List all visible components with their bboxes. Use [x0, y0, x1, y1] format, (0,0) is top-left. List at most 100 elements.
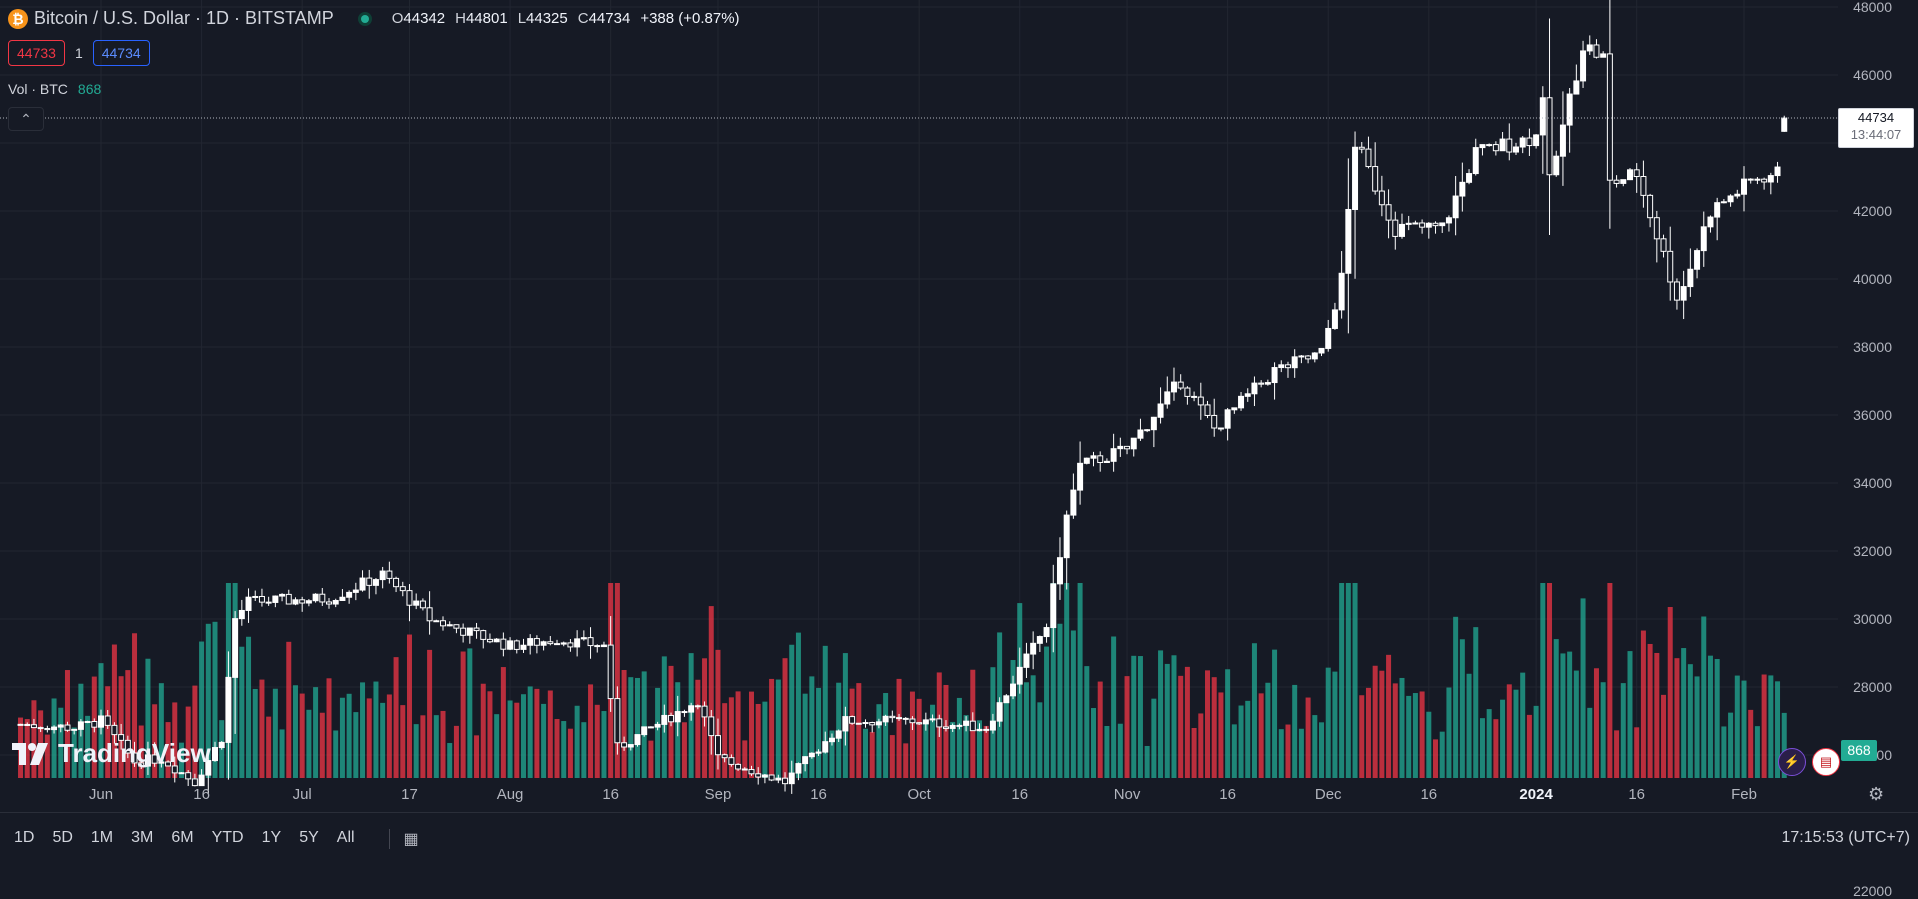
last-price-value: 44734	[1857, 110, 1895, 125]
volume-bar	[534, 688, 540, 778]
volume-bar	[1600, 682, 1606, 778]
range-6m[interactable]: 6M	[171, 829, 194, 846]
volume-bar	[1372, 665, 1378, 778]
volume-bar	[1607, 583, 1613, 778]
candle-body	[1445, 217, 1452, 224]
candle-body	[245, 596, 252, 611]
candle-body	[983, 728, 990, 731]
candle-body	[1566, 93, 1573, 126]
candle-body	[138, 762, 145, 767]
sell-price-button[interactable]: 44733	[8, 40, 65, 66]
candle-body	[98, 715, 104, 728]
symbol-title[interactable]: Bitcoin / U.S. Dollar · 1D · BITSTAMP	[34, 8, 334, 28]
time-tick-label: 16	[602, 786, 619, 803]
volume-legend[interactable]: Vol · BTC 868	[8, 81, 101, 97]
candle-body	[426, 607, 433, 622]
range-all[interactable]: All	[336, 829, 355, 846]
range-5d[interactable]: 5D	[52, 829, 73, 846]
volume-bar	[1265, 682, 1271, 778]
candle-body	[178, 772, 185, 775]
candle-body	[1466, 173, 1473, 183]
candle-body	[1224, 409, 1231, 429]
range-1m[interactable]: 1M	[90, 829, 114, 846]
volume-bar	[279, 729, 285, 778]
candle-body	[1526, 137, 1533, 147]
volume-bar	[742, 740, 748, 778]
time-tick-label: Sep	[704, 786, 732, 803]
candle-body	[567, 642, 574, 648]
volume-bar	[205, 623, 211, 778]
volume-bar	[708, 606, 714, 778]
candle-body	[440, 620, 447, 627]
volume-bar	[896, 678, 902, 778]
candle-body	[1103, 460, 1110, 464]
candle-body	[292, 599, 299, 605]
volume-bar	[977, 720, 983, 778]
candle-body	[647, 726, 654, 729]
time-tick-label: 17	[401, 786, 418, 803]
range-3m[interactable]: 3M	[131, 829, 154, 846]
candle-body	[1573, 80, 1580, 95]
volume-bar	[1647, 643, 1653, 778]
candle-body	[1499, 138, 1506, 152]
candle-body	[111, 724, 118, 736]
candle-body	[1700, 226, 1707, 252]
volume-bar	[1479, 718, 1485, 778]
range-5y[interactable]: 5Y	[299, 829, 319, 846]
candle-body	[185, 772, 192, 780]
candle-body	[1191, 395, 1198, 398]
volume-bar	[1768, 675, 1774, 778]
volume-bar	[1661, 694, 1667, 778]
candle-body	[1506, 138, 1513, 153]
us-flag-icon[interactable]: ▤	[1812, 748, 1840, 776]
candle-body	[701, 705, 708, 718]
candle-body	[486, 638, 493, 643]
volume-bar	[862, 728, 868, 778]
candle-body	[1419, 222, 1426, 228]
price-tick-label: 42000	[1853, 202, 1892, 219]
bolt-icon[interactable]: ⚡	[1778, 748, 1806, 776]
buy-price-button[interactable]: 44734	[92, 40, 150, 66]
tradingview-logo[interactable]: TradingView	[12, 738, 211, 769]
volume-bar	[728, 697, 734, 778]
volume-bar	[1500, 699, 1506, 778]
candle-body	[305, 600, 312, 604]
candle-body	[1170, 381, 1177, 393]
volume-bar	[983, 725, 989, 778]
date-range-buttons: 1D 5D 1M 3M 6M YTD 1Y 5Y All ▦	[14, 829, 437, 849]
candle-body	[265, 601, 272, 604]
volume-bar	[1003, 700, 1009, 778]
candle-body	[1144, 429, 1151, 432]
volume-bar	[319, 712, 325, 778]
calendar-range-icon[interactable]: ▦	[388, 829, 427, 849]
candle-body	[902, 717, 909, 720]
volume-bar	[366, 698, 372, 778]
candle-body	[875, 721, 882, 726]
collapse-legend-button[interactable]: ⌃	[8, 107, 44, 131]
candle-body	[1613, 179, 1620, 184]
volume-bar	[1775, 681, 1781, 778]
range-1d[interactable]: 1D	[14, 829, 35, 846]
volume-bar	[1137, 656, 1143, 778]
candle-body	[1680, 286, 1687, 301]
candle-body	[1204, 404, 1211, 416]
timezone-clock[interactable]: 17:15:53 (UTC+7)	[1781, 829, 1910, 846]
volume-bar	[903, 743, 909, 778]
candlestick-chart[interactable]	[0, 0, 1918, 812]
volume-bar	[1707, 655, 1713, 778]
volume-bar	[1513, 689, 1519, 778]
volume-bar	[480, 683, 486, 778]
volume-bar	[1459, 639, 1465, 778]
last-price-tag: 44734 13:44:07	[1838, 108, 1914, 148]
volume-bar	[259, 679, 265, 778]
candle-body	[963, 720, 970, 726]
volume-bar	[1466, 673, 1472, 778]
range-ytd[interactable]: YTD	[211, 829, 244, 846]
volume-bar	[574, 705, 580, 778]
gear-icon[interactable]: ⚙	[1868, 784, 1885, 804]
market-status-icon[interactable]	[357, 11, 372, 26]
range-1y[interactable]: 1Y	[261, 829, 282, 846]
candle-body	[1050, 583, 1057, 629]
time-tick-label: 16	[1219, 786, 1236, 803]
candle-body	[1083, 457, 1090, 464]
